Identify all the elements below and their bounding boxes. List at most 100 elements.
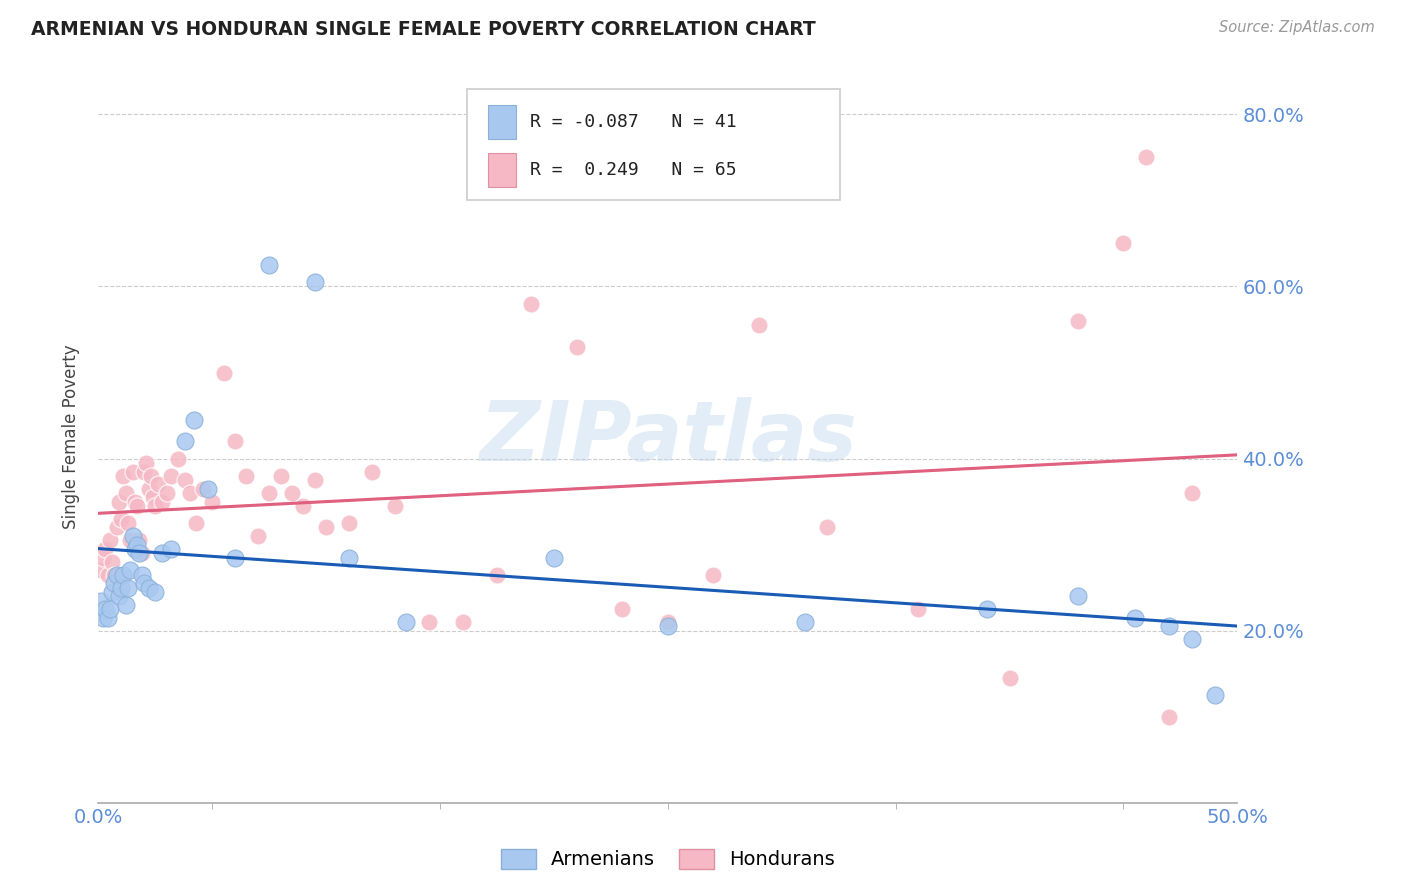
Point xyxy=(128,533,150,548)
Point xyxy=(657,615,679,629)
Point xyxy=(142,491,165,505)
Point xyxy=(156,486,179,500)
Point xyxy=(1112,236,1135,251)
Point xyxy=(135,456,157,470)
Point xyxy=(146,477,169,491)
Point xyxy=(112,468,135,483)
Point xyxy=(167,451,190,466)
Point xyxy=(94,541,117,556)
Point xyxy=(96,567,118,582)
Point xyxy=(96,611,118,625)
Point xyxy=(128,546,150,560)
Point xyxy=(127,538,149,552)
Point xyxy=(179,486,201,500)
Point xyxy=(101,585,124,599)
Point xyxy=(105,567,128,582)
Point xyxy=(395,615,418,629)
Point xyxy=(657,619,679,633)
Point xyxy=(131,567,153,582)
Point xyxy=(451,615,474,629)
Point xyxy=(543,550,565,565)
Point xyxy=(183,413,205,427)
Point xyxy=(259,486,281,500)
Point xyxy=(114,598,136,612)
Point xyxy=(486,567,509,582)
Point xyxy=(160,541,183,556)
Point xyxy=(160,468,183,483)
Point xyxy=(360,465,382,479)
Point xyxy=(150,546,173,560)
Point xyxy=(1181,486,1204,500)
Point xyxy=(418,615,440,629)
Point xyxy=(337,516,360,530)
Point xyxy=(132,465,155,479)
Text: R = -0.087   N = 41: R = -0.087 N = 41 xyxy=(530,113,737,131)
Point xyxy=(793,615,815,629)
Point xyxy=(337,550,360,565)
Point xyxy=(91,611,114,625)
Point xyxy=(121,529,143,543)
Point xyxy=(1204,688,1226,702)
Point xyxy=(612,602,634,616)
Point xyxy=(1067,589,1090,603)
Point xyxy=(108,589,131,603)
Point xyxy=(1157,619,1180,633)
Point xyxy=(121,465,143,479)
Point xyxy=(520,296,543,310)
Point xyxy=(145,585,167,599)
Point xyxy=(702,567,724,582)
Point xyxy=(117,516,139,530)
Point xyxy=(565,340,588,354)
Point xyxy=(114,486,136,500)
Point xyxy=(193,482,215,496)
Point xyxy=(120,533,142,548)
Text: R =  0.249   N = 65: R = 0.249 N = 65 xyxy=(530,161,737,179)
Point xyxy=(112,567,135,582)
Point xyxy=(127,499,149,513)
Point xyxy=(201,494,224,508)
Point xyxy=(998,671,1021,685)
Point xyxy=(246,529,269,543)
Point xyxy=(94,602,117,616)
Point xyxy=(103,567,125,582)
Point xyxy=(1067,314,1090,328)
Point xyxy=(174,473,197,487)
Text: ARMENIAN VS HONDURAN SINGLE FEMALE POVERTY CORRELATION CHART: ARMENIAN VS HONDURAN SINGLE FEMALE POVER… xyxy=(31,20,815,38)
Point xyxy=(145,499,167,513)
Point xyxy=(212,366,235,380)
Point xyxy=(98,602,121,616)
Point xyxy=(105,520,128,534)
Point xyxy=(815,520,838,534)
Point xyxy=(124,541,146,556)
Point xyxy=(132,576,155,591)
Point xyxy=(315,520,337,534)
Point xyxy=(907,602,929,616)
Point xyxy=(174,434,197,449)
Point xyxy=(139,468,162,483)
Point xyxy=(1123,611,1146,625)
Point xyxy=(124,494,146,508)
Point xyxy=(1135,150,1157,164)
Point xyxy=(1157,710,1180,724)
Point xyxy=(292,499,315,513)
Point xyxy=(120,564,142,578)
Point xyxy=(110,512,132,526)
Point xyxy=(150,494,173,508)
Point xyxy=(91,550,114,565)
Point xyxy=(103,576,125,591)
Point xyxy=(259,258,281,272)
Text: ZIPatlas: ZIPatlas xyxy=(479,397,856,477)
Point xyxy=(138,482,160,496)
Point xyxy=(281,486,304,500)
Point xyxy=(304,473,326,487)
Legend: Armenians, Hondurans: Armenians, Hondurans xyxy=(494,841,842,877)
Point xyxy=(384,499,406,513)
Point xyxy=(1181,632,1204,647)
Point xyxy=(304,275,326,289)
Point xyxy=(131,546,153,560)
Point xyxy=(110,581,132,595)
Point xyxy=(138,581,160,595)
Point xyxy=(186,516,208,530)
Point xyxy=(98,533,121,548)
Point xyxy=(224,434,246,449)
